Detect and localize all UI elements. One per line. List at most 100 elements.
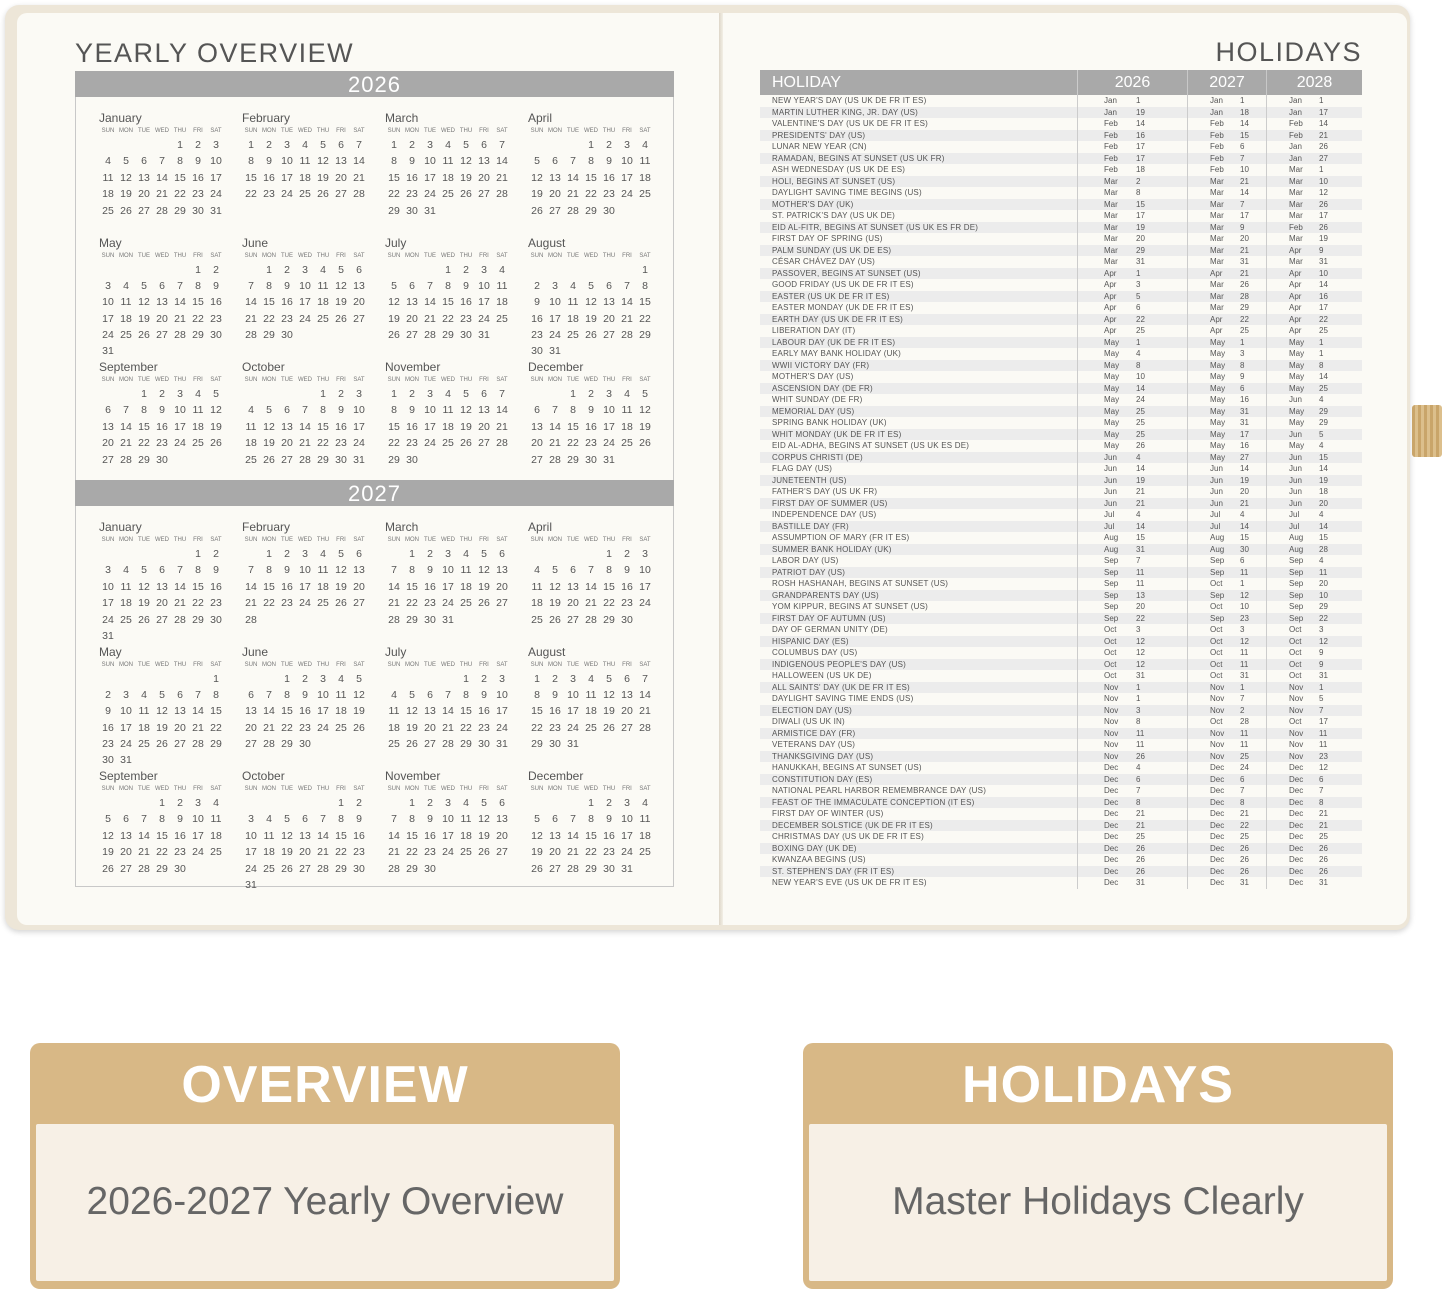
day-cell: 2 [195, 139, 201, 151]
holiday-row: NEW YEAR'S DAY (US UK DE FR IT ES) Jan 1 Ja… [760, 95, 1362, 107]
weekday-label: SUN [101, 661, 115, 668]
holiday-day: 6 [1240, 142, 1245, 151]
holiday-date: Nov 11 [1267, 739, 1362, 751]
holiday-date: Mar 21 [1188, 175, 1267, 187]
day-cell: 21 [192, 721, 204, 734]
day-cell: 3 [105, 564, 111, 577]
weekday-label: SAT [496, 537, 508, 543]
day-cell: 13 [299, 829, 311, 842]
empty-cell [171, 752, 189, 768]
day-cell: 7 [642, 672, 648, 685]
holiday-month: May [1104, 418, 1120, 427]
day-cell: 23 [335, 437, 347, 450]
day-cell: 30 [174, 862, 186, 875]
holiday-month: Sep [1210, 556, 1225, 565]
day-cell: 29 [585, 862, 597, 875]
day-cell: 29 [263, 329, 275, 342]
day-cell: 19 [335, 580, 347, 593]
holiday-day: 7 [1136, 556, 1141, 565]
holiday-month: Dec [1104, 843, 1119, 853]
day-cell: 17 [281, 171, 293, 184]
holiday-day: 16 [1136, 130, 1145, 140]
day-cell: 4 [195, 388, 201, 400]
day-cell: 5 [606, 672, 612, 685]
holiday-month: Nov [1210, 740, 1225, 749]
holiday-day: 26 [1319, 142, 1328, 151]
weekday-label: THU [459, 537, 473, 543]
day-cell: 10 [281, 155, 293, 168]
holiday-row: PALM SUNDAY (US UK DE ES) Mar 29 Mar 21 Apr 9 [760, 244, 1362, 256]
holiday-month: Nov [1104, 751, 1119, 761]
week-row: 30 31 [99, 752, 227, 768]
holiday-date: Dec 31 [1267, 877, 1362, 889]
day-cell: 3 [248, 813, 254, 826]
day-cell: 8 [141, 404, 147, 417]
holiday-name: MOTHER'S DAY (UK) [760, 198, 1078, 210]
day-cell: 25 [192, 437, 204, 450]
holiday-day: 11 [1240, 659, 1249, 669]
holiday-date: Aug 15 [1267, 532, 1362, 544]
day-cell: 15 [442, 296, 454, 309]
holiday-date: Jul 4 [1188, 509, 1267, 521]
day-cell: 24 [353, 437, 365, 450]
holiday-date: Feb 16 [1078, 129, 1188, 141]
day-cell: 15 [585, 171, 597, 184]
day-cell: 26 [138, 613, 150, 626]
weekday-label: THU [316, 537, 330, 543]
holiday-name: PALM SUNDAY (US UK DE ES) [760, 244, 1078, 256]
holiday-month: Sep [1104, 602, 1119, 611]
day-cell: 19 [281, 846, 293, 859]
holiday-date: Sep 22 [1267, 613, 1362, 625]
day-cell: 28 [549, 453, 561, 466]
week-row: 5 6 7 8 9 10 11 [99, 811, 227, 827]
holiday-month: Dec [1210, 832, 1225, 841]
holiday-month: Dec [1210, 878, 1225, 887]
weekday-label: THU [173, 661, 187, 668]
holiday-day: 12 [1240, 590, 1249, 600]
holiday-month: May [1104, 441, 1120, 450]
weekday-label: SAT [639, 128, 651, 134]
day-cell: 6 [481, 388, 487, 400]
day-cell: 17 [210, 171, 222, 184]
day-cell: 1 [588, 797, 594, 809]
holiday-date: Apr 1 [1078, 267, 1188, 279]
day-cell: 20 [335, 171, 347, 184]
holiday-month: Dec [1289, 763, 1304, 772]
holiday-date: Dec 6 [1188, 773, 1267, 785]
holiday-date: May 4 [1267, 440, 1362, 452]
day-cell: 7 [123, 404, 129, 417]
holiday-month: Jun [1210, 498, 1223, 508]
holiday-row: ST. STEPHEN'S DAY (FR IT ES) Dec 26 Dec 26 De… [760, 865, 1362, 877]
day-cell: 30 [299, 738, 311, 751]
holiday-day: 12 [1240, 636, 1249, 646]
holiday-row: ASCENSION DAY (DE FR) May 14 May 6 May 25 [760, 382, 1362, 394]
holiday-row: PASSOVER, BEGINS AT SUNSET (US) Apr 1 Apr 21… [760, 267, 1362, 279]
week-row: 15 16 17 18 19 20 21 [528, 703, 656, 719]
day-cell: 25 [442, 437, 454, 450]
weekday-label: TUE [281, 786, 293, 792]
day-cell: 30 [549, 738, 561, 751]
day-cell: 9 [213, 279, 219, 292]
day-cell: 6 [105, 404, 111, 417]
day-cell: 25 [120, 613, 132, 626]
day-cell: 22 [138, 437, 150, 450]
holiday-month: May [1104, 406, 1120, 416]
day-cell: 10 [621, 155, 633, 168]
holiday-name: THANKSGIVING DAY (US) [760, 750, 1078, 762]
holiday-month: Jul [1210, 521, 1221, 531]
week-row: 26 27 28 29 30 [528, 203, 656, 219]
day-cell: 13 [603, 296, 615, 309]
month-name: March [385, 111, 419, 125]
day-cell: 25 [567, 329, 579, 342]
holiday-name: EID AL-FITR, BEGINS AT SUNSET (US UK ES … [760, 221, 1078, 233]
weekday-label: TUE [281, 661, 293, 668]
holiday-date: Nov 1 [1078, 693, 1188, 705]
day-cell: 27 [102, 453, 114, 466]
day-cell: 1 [266, 548, 272, 560]
day-cell: 5 [159, 688, 165, 701]
holiday-month: Nov [1210, 705, 1225, 715]
day-cell: 15 [406, 580, 418, 593]
